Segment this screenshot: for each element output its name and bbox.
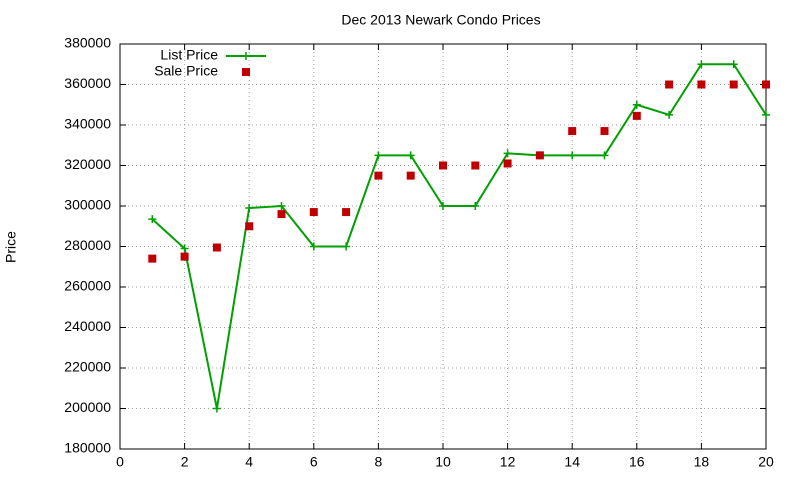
legend-label: Sale Price [154,63,218,79]
data-point [568,151,577,160]
data-point [471,161,480,170]
legend-label: List Price [160,47,218,63]
data-point [245,222,254,231]
y-tick-label: 300000 [64,197,111,213]
y-axis-label: Price [3,231,19,263]
data-point [762,110,770,119]
y-tick-label: 240000 [64,318,111,334]
data-point [212,243,221,252]
y-tick-label: 220000 [64,359,111,375]
data-point [632,100,641,109]
data-point [697,80,706,89]
plot-frame [119,43,767,450]
data-point [729,80,738,89]
data-point [503,159,512,168]
x-tick-label: 10 [435,454,451,470]
y-tick-label: 260000 [64,278,111,294]
data-point [277,210,286,219]
x-tick-label: 20 [758,454,774,470]
x-tick-label: 2 [181,454,189,470]
data-point [762,80,770,89]
data-point [309,208,318,217]
data-point [665,80,674,89]
x-tick-label: 16 [629,454,645,470]
data-point [632,111,641,120]
x-tick-label: 12 [500,454,516,470]
y-tick-label: 340000 [64,116,111,132]
data-point [471,202,480,210]
data-point [600,127,609,136]
data-point [406,151,415,160]
data-point [503,149,512,158]
x-tick-label: 18 [694,454,710,470]
data-point [568,127,577,136]
data-point [212,404,221,413]
legend-marker [242,52,250,60]
y-tick-label: 200000 [64,399,111,415]
data-point [439,161,447,170]
chart-title: Dec 2013 Newark Condo Prices [341,12,540,28]
data-point [374,171,383,180]
x-tick-label: 8 [375,454,383,470]
x-tick-label: 4 [245,454,253,470]
data-point [277,202,286,210]
legend-marker [242,68,250,76]
data-point [406,171,415,180]
series-line [151,63,767,409]
x-tick-label: 6 [310,454,318,470]
x-tick-label: 0 [116,454,124,470]
data-point [342,242,351,251]
data-point [148,215,157,224]
data-point [180,252,189,261]
data-point [309,242,318,251]
data-point [729,60,738,69]
data-point [374,151,383,160]
data-point [342,208,351,217]
y-tick-label: 360000 [64,75,111,91]
data-point [148,254,157,263]
y-tick-label: 280000 [64,237,111,253]
y-tick-label: 380000 [64,35,111,51]
data-point [665,110,674,119]
data-point [600,151,609,160]
y-tick-label: 180000 [64,440,111,456]
data-point [245,204,254,213]
data-point [180,244,189,253]
y-tick-label: 320000 [64,156,111,172]
x-tick-label: 14 [564,454,580,470]
data-point [697,60,706,69]
data-point [535,151,544,160]
data-point [439,202,447,210]
